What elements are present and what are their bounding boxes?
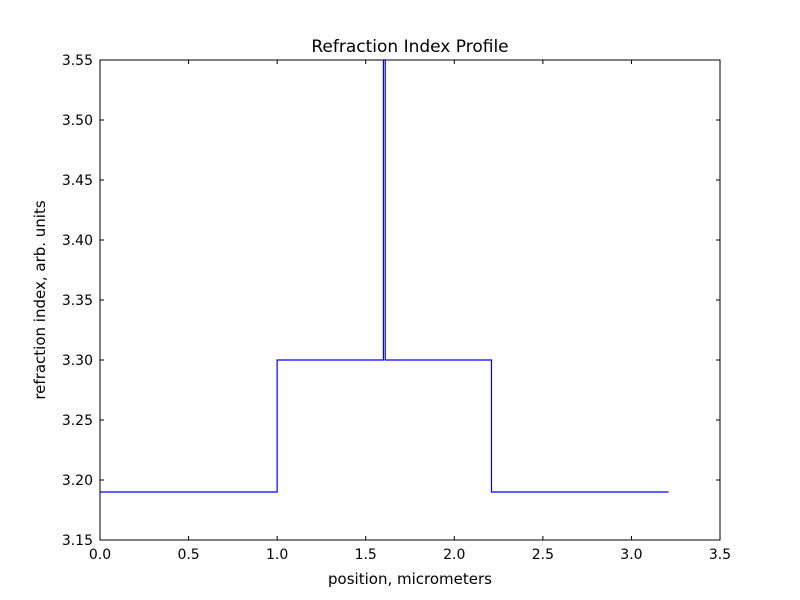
y-tick-label: 3.55 xyxy=(62,53,93,69)
series-line xyxy=(100,59,669,493)
y-tick-label: 3.40 xyxy=(62,233,93,249)
y-tick-label: 3.20 xyxy=(62,473,93,489)
x-tick-label: 2.0 xyxy=(443,547,465,563)
y-tick-label: 3.25 xyxy=(62,413,93,429)
x-tick-label: 3.0 xyxy=(620,547,642,563)
ticks-layer: 0.0 0.5 1.0 1.5 2.0 2.5 3.0 3.5 3.15 3.20 3.25 3.30… xyxy=(62,53,731,563)
x-tick-label: 1.5 xyxy=(355,547,377,563)
plot-area: 0.0 0.5 1.0 1.5 2.0 2.5 3.0 3.5 3.15 3.20 3.25 3.30… xyxy=(62,53,731,563)
y-tick-label: 3.30 xyxy=(62,353,93,369)
x-tick-label: 2.5 xyxy=(532,547,554,563)
chart-title: Refraction Index Profile xyxy=(311,37,508,57)
y-tick-label: 3.50 xyxy=(62,113,93,129)
x-tick-label: 0.5 xyxy=(177,547,199,563)
y-axis-label: refraction index, arb. units xyxy=(31,200,49,400)
plot-frame xyxy=(99,59,721,541)
y-tick-label: 3.35 xyxy=(62,293,93,309)
x-tick-label: 0.0 xyxy=(89,547,111,563)
x-tick-label: 3.5 xyxy=(709,547,731,563)
series-layer xyxy=(100,59,669,493)
y-tick-label: 3.45 xyxy=(62,173,93,189)
x-tick-label: 1.0 xyxy=(266,547,288,563)
x-axis-label: position, micrometers xyxy=(328,570,492,588)
y-tick-label: 3.15 xyxy=(62,533,93,549)
